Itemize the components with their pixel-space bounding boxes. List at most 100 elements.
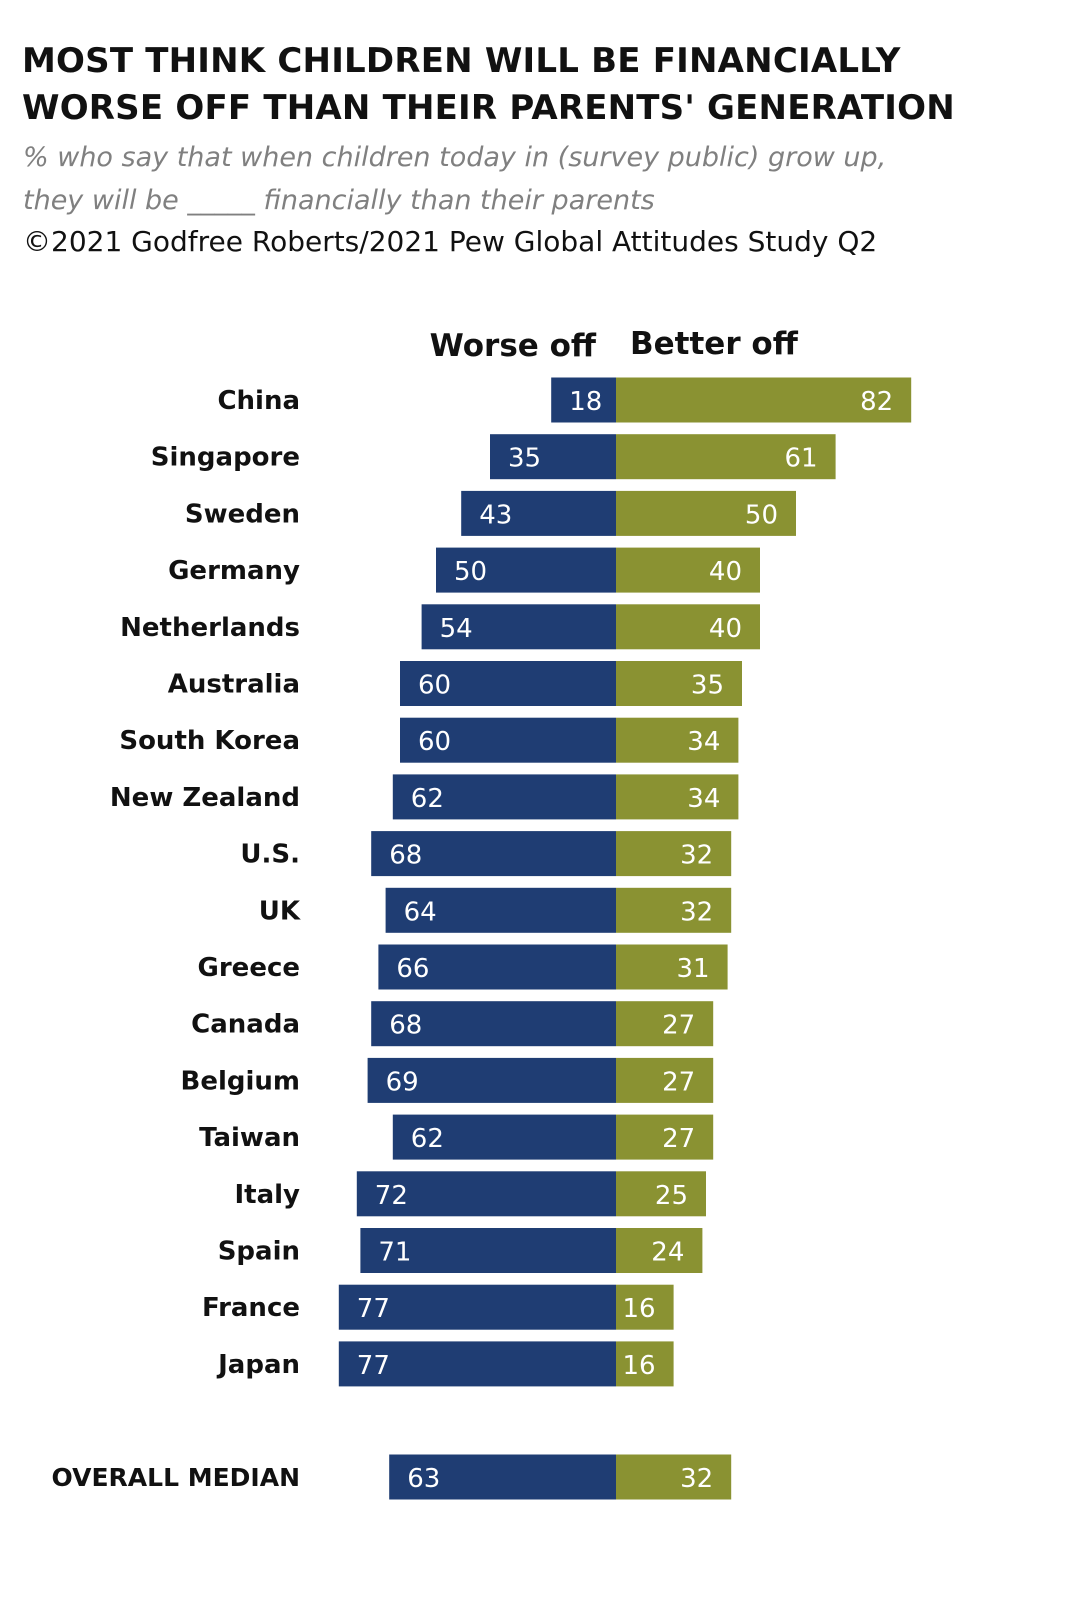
bar-better-spain [616,1228,703,1273]
chart-subtitle: % who say that when children today in (s… [23,136,1063,222]
bar-worse-china [551,377,616,423]
bar-worse-taiwan [392,1114,616,1160]
bar-better-sweden [616,490,796,536]
value-better-netherlands: 40 [709,614,742,644]
value-worse-u-s: 68 [389,841,422,871]
value-better-france: 16 [623,1294,656,1324]
value-worse-italy: 72 [375,1181,408,1211]
bar-worse-greece [378,944,616,990]
bar-better-germany [616,547,760,593]
bar-worse-u-s [371,831,616,877]
bar-better-overall-median [616,1454,732,1500]
bar-better-netherlands [616,604,760,650]
bar-worse-australia [400,661,616,706]
bar-worse-belgium [367,1057,616,1103]
value-better-south-korea: 34 [687,727,720,757]
category-label-canada: Canada [191,1010,300,1040]
bar-better-singapore [616,434,836,480]
category-label-netherlands: Netherlands [120,613,300,643]
value-better-spain: 24 [651,1238,684,1268]
value-better-singapore: 61 [785,444,818,474]
chart-title-line-1: MOST THINK CHILDREN WILL BE FINANCIALLY [22,41,901,81]
category-label-uk: UK [259,896,301,926]
chart-source-note: ©2021 Godfree Roberts/2021 Pew Global At… [23,225,878,258]
bar-better-australia [616,661,742,706]
value-worse-overall-median: 63 [407,1464,440,1494]
bar-worse-uk [385,887,616,933]
value-worse-netherlands: 54 [440,614,473,644]
chart-title: MOST THINK CHILDREN WILL BE FINANCIALLY … [22,38,1062,132]
bar-worse-new-zealand [392,774,616,820]
category-label-germany: Germany [168,556,300,586]
category-label-australia: Australia [168,670,300,700]
bar-worse-netherlands [421,604,616,650]
value-better-canada: 27 [662,1011,695,1041]
bar-better-u-s [616,831,732,877]
value-worse-china: 18 [569,387,602,417]
bar-better-uk [616,887,732,933]
bar-worse-singapore [490,434,616,480]
category-label-italy: Italy [234,1180,300,1210]
bar-better-italy [616,1171,706,1217]
chart-subtitle-line-1: % who say that when children today in (s… [23,142,887,173]
bar-better-china [616,377,912,423]
value-worse-greece: 66 [396,954,429,984]
category-label-singapore: Singapore [151,443,300,473]
value-better-australia: 35 [691,671,724,701]
category-label-sweden: Sweden [185,499,300,529]
bar-worse-germany [436,547,616,593]
bar-better-canada [616,1001,714,1047]
value-better-germany: 40 [709,557,742,587]
bar-better-japan [616,1341,674,1387]
bar-worse-canada [371,1001,616,1047]
value-better-new-zealand: 34 [687,784,720,814]
value-worse-france: 77 [357,1294,390,1324]
value-better-overall-median: 32 [680,1464,713,1494]
legend-worse-off: Worse off [430,328,597,364]
value-worse-belgium: 69 [386,1067,419,1097]
bar-better-south-korea [616,717,739,763]
value-worse-germany: 50 [454,557,487,587]
value-worse-south-korea: 60 [418,727,451,757]
category-label-greece: Greece [198,953,300,983]
bar-worse-japan [338,1341,616,1387]
value-better-italy: 25 [655,1181,688,1211]
value-worse-uk: 64 [404,897,437,927]
bar-worse-overall-median [389,1454,616,1500]
bar-worse-sweden [461,490,616,536]
value-worse-taiwan: 62 [411,1124,444,1154]
value-better-japan: 16 [623,1351,656,1381]
value-better-sweden: 50 [745,500,778,530]
bar-better-taiwan [616,1114,714,1160]
value-worse-sweden: 43 [479,500,512,530]
value-better-uk: 32 [680,897,713,927]
value-worse-spain: 71 [378,1238,411,1268]
category-label-belgium: Belgium [181,1066,301,1096]
category-label-new-zealand: New Zealand [110,783,300,813]
median-label: OVERALL MEDIAN [52,1463,300,1492]
bar-worse-south-korea [400,717,616,763]
value-better-belgium: 27 [662,1067,695,1097]
category-label-japan: Japan [216,1350,300,1380]
bar-worse-france [338,1284,616,1330]
legend-better-off: Better off [630,326,799,362]
value-better-china: 82 [860,387,893,417]
bar-worse-spain [360,1228,616,1273]
category-label-china: China [217,386,300,416]
bar-better-greece [616,944,728,990]
value-better-u-s: 32 [680,841,713,871]
value-better-taiwan: 27 [662,1124,695,1154]
bar-better-new-zealand [616,774,739,820]
category-label-south-korea: South Korea [119,726,300,756]
value-worse-japan: 77 [357,1351,390,1381]
bar-better-france [616,1284,674,1330]
chart-title-line-2: WORSE OFF THAN THEIR PARENTS' GENERATION [22,88,955,128]
value-worse-new-zealand: 62 [411,784,444,814]
category-label-taiwan: Taiwan [199,1123,300,1153]
category-label-spain: Spain [218,1237,300,1267]
category-label-u-s: U.S. [240,840,300,870]
value-worse-singapore: 35 [508,444,541,474]
value-worse-canada: 68 [389,1011,422,1041]
value-worse-australia: 60 [418,671,451,701]
